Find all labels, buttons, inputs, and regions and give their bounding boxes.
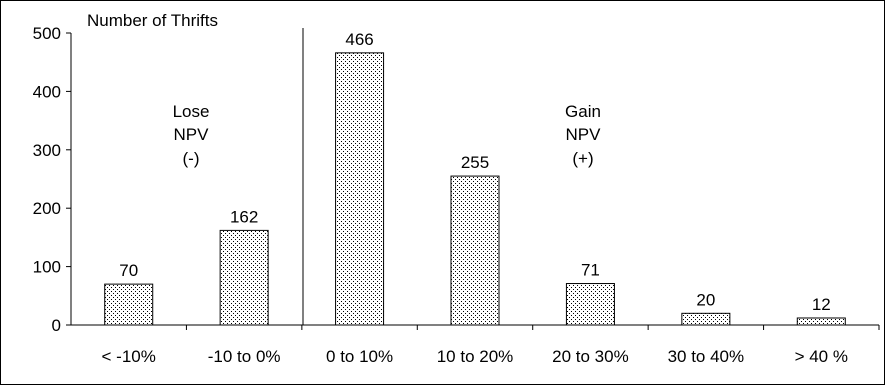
data-label: 466 <box>345 30 373 49</box>
bar-5 <box>681 312 731 326</box>
bar-4 <box>565 283 615 326</box>
bar-2 <box>335 52 385 326</box>
bar-1 <box>219 229 269 326</box>
data-label: 70 <box>119 261 138 280</box>
bar-0 <box>104 283 154 326</box>
category-label: 20 to 30% <box>552 347 629 366</box>
gain-line-3: (+) <box>572 149 593 168</box>
gain-line-2: NPV <box>566 125 602 144</box>
gain-npv-annotation: Gain NPV (+) <box>565 102 601 168</box>
data-labels: 70 162 466 255 71 20 12 <box>119 30 830 314</box>
data-label: 71 <box>581 261 600 280</box>
y-tick-label: 200 <box>33 199 61 218</box>
category-labels: < -10% -10 to 0% 0 to 10% 10 to 20% 20 to 30… <box>102 347 848 366</box>
y-tick-label: 500 <box>33 24 61 43</box>
y-tick-label: 100 <box>33 258 61 277</box>
bars <box>104 52 846 326</box>
category-label: 10 to 20% <box>437 347 514 366</box>
data-label: 20 <box>696 290 715 309</box>
x-axis-ticks <box>185 325 880 330</box>
category-label: 0 to 10% <box>326 347 393 366</box>
gain-line-1: Gain <box>565 102 601 121</box>
y-axis-title: Number of Thrifts <box>87 11 218 30</box>
data-label: 162 <box>230 207 258 226</box>
bar-3 <box>450 175 500 326</box>
data-label: 255 <box>461 153 489 172</box>
lose-line-3: (-) <box>183 149 200 168</box>
category-label: 30 to 40% <box>668 347 745 366</box>
bar-6 <box>796 317 846 326</box>
category-label: -10 to 0% <box>208 347 281 366</box>
y-axis-ticks: 0 100 200 300 400 500 <box>33 24 71 335</box>
lose-line-1: Lose <box>173 102 210 121</box>
y-tick-label: 300 <box>33 141 61 160</box>
y-tick-label: 0 <box>52 316 61 335</box>
data-label: 12 <box>812 295 831 314</box>
lose-line-2: NPV <box>174 125 210 144</box>
y-tick-label: 400 <box>33 82 61 101</box>
category-label: < -10% <box>102 347 156 366</box>
category-label: > 40 % <box>795 347 848 366</box>
lose-npv-annotation: Lose NPV (-) <box>173 102 210 168</box>
